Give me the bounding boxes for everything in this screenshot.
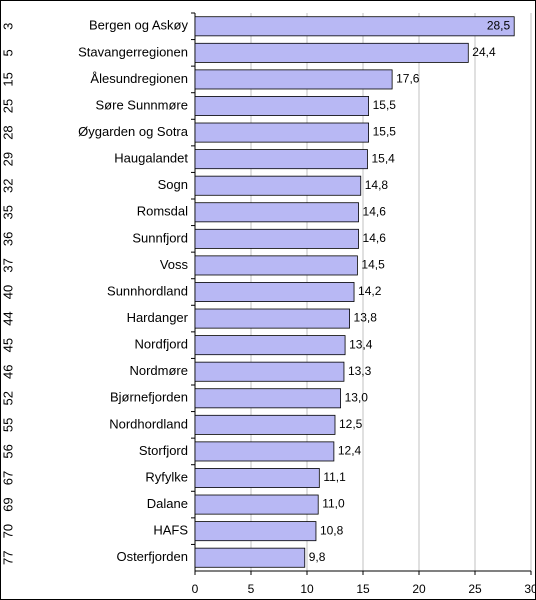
bar — [194, 149, 368, 170]
rank-label: 45 — [0, 338, 15, 352]
bar — [194, 175, 362, 196]
bar — [194, 255, 358, 276]
rank-label: 70 — [0, 524, 15, 538]
bar — [194, 468, 320, 488]
rank-label: 40 — [0, 285, 15, 299]
rank-label: 44 — [0, 311, 15, 325]
x-tick-label: 0 — [192, 582, 199, 596]
value-label: 11,0 — [322, 497, 345, 511]
bar — [194, 547, 306, 568]
category-label: Sunnhordland — [107, 283, 188, 298]
value-label: 13,0 — [345, 390, 369, 404]
value-label: 13,8 — [354, 311, 378, 325]
category-label: Ålesundregionen — [90, 71, 188, 86]
rank-label: 77 — [0, 550, 15, 564]
category-label: Voss — [160, 257, 189, 272]
bar — [194, 42, 469, 63]
rank-label: 5 — [0, 49, 15, 56]
bar — [194, 335, 346, 356]
rank-label: 25 — [0, 99, 15, 113]
bar — [194, 494, 319, 515]
category-label: HAFS — [153, 523, 188, 538]
rank-label: 52 — [0, 391, 15, 405]
value-label: 14,5 — [361, 258, 385, 272]
rank-label: 29 — [0, 152, 15, 166]
rank-label: 15 — [0, 72, 15, 86]
category-label: Søre Sunnmøre — [96, 97, 188, 112]
x-tick-label: 5 — [248, 582, 255, 596]
bar — [194, 441, 335, 462]
value-label: 10,8 — [320, 523, 344, 537]
rank-label: 67 — [0, 471, 15, 485]
category-label: Bergen og Askøy — [89, 18, 188, 33]
bar — [194, 228, 359, 249]
x-tick-label: 20 — [412, 582, 426, 596]
category-label: Haugalandet — [114, 151, 188, 166]
category-label: Ryfylke — [145, 469, 188, 484]
value-label: 15,5 — [373, 98, 397, 112]
value-label: 15,4 — [371, 151, 395, 165]
value-label: 13,4 — [349, 337, 373, 351]
value-label: 17,6 — [396, 72, 420, 86]
rank-label: 46 — [0, 364, 15, 378]
rank-label: 36 — [0, 232, 15, 246]
bar — [194, 16, 515, 37]
category-label: Sunnfjord — [132, 230, 188, 245]
bar — [194, 122, 370, 143]
value-label: 12,5 — [339, 417, 363, 431]
bar — [194, 521, 317, 542]
value-label: 12,4 — [338, 444, 362, 458]
value-label: 13,3 — [348, 364, 372, 378]
bar — [194, 202, 359, 223]
category-label: Nordmøre — [129, 363, 188, 378]
x-tick-label: 30 — [524, 582, 536, 596]
category-label: Romsdal — [137, 204, 188, 219]
bar — [194, 388, 342, 409]
category-label: Osterfjorden — [116, 549, 188, 564]
x-tick-label: 25 — [468, 582, 482, 596]
bar — [194, 361, 345, 382]
rank-label: 32 — [0, 178, 15, 192]
rank-label: 37 — [0, 258, 15, 272]
category-label: Øygarden og Sotra — [78, 124, 189, 139]
rank-label: 55 — [0, 418, 15, 432]
bar — [194, 282, 355, 302]
bar — [194, 414, 336, 435]
category-label: Storfjord — [139, 443, 188, 458]
bar — [194, 96, 370, 116]
value-label: 11,1 — [323, 470, 346, 484]
category-label: Nordfjord — [135, 337, 188, 352]
rank-label: 69 — [0, 497, 15, 511]
x-tick-label: 15 — [356, 582, 370, 596]
rank-label: 28 — [0, 125, 15, 139]
value-label: 15,5 — [373, 125, 397, 139]
category-label: Nordhordland — [109, 416, 188, 431]
rank-label: 3 — [0, 23, 15, 30]
bar — [194, 308, 350, 329]
category-label: Dalane — [147, 496, 188, 511]
value-label: 14,2 — [358, 284, 382, 298]
bar — [194, 69, 393, 90]
rank-label: 35 — [0, 205, 15, 219]
value-label: 28,5 — [487, 18, 511, 32]
category-label: Bjørnefjorden — [110, 390, 188, 405]
value-label: 24,4 — [472, 45, 496, 59]
value-label: 14,8 — [365, 178, 389, 192]
value-label: 9,8 — [309, 550, 326, 564]
rank-label: 56 — [0, 444, 15, 458]
category-label: Stavangerregionen — [78, 44, 188, 59]
x-tick-label: 10 — [300, 582, 314, 596]
value-label: 14,6 — [363, 204, 387, 218]
value-label: 14,6 — [363, 231, 387, 245]
category-label: Hardanger — [127, 310, 189, 325]
category-label: Sogn — [158, 177, 188, 192]
